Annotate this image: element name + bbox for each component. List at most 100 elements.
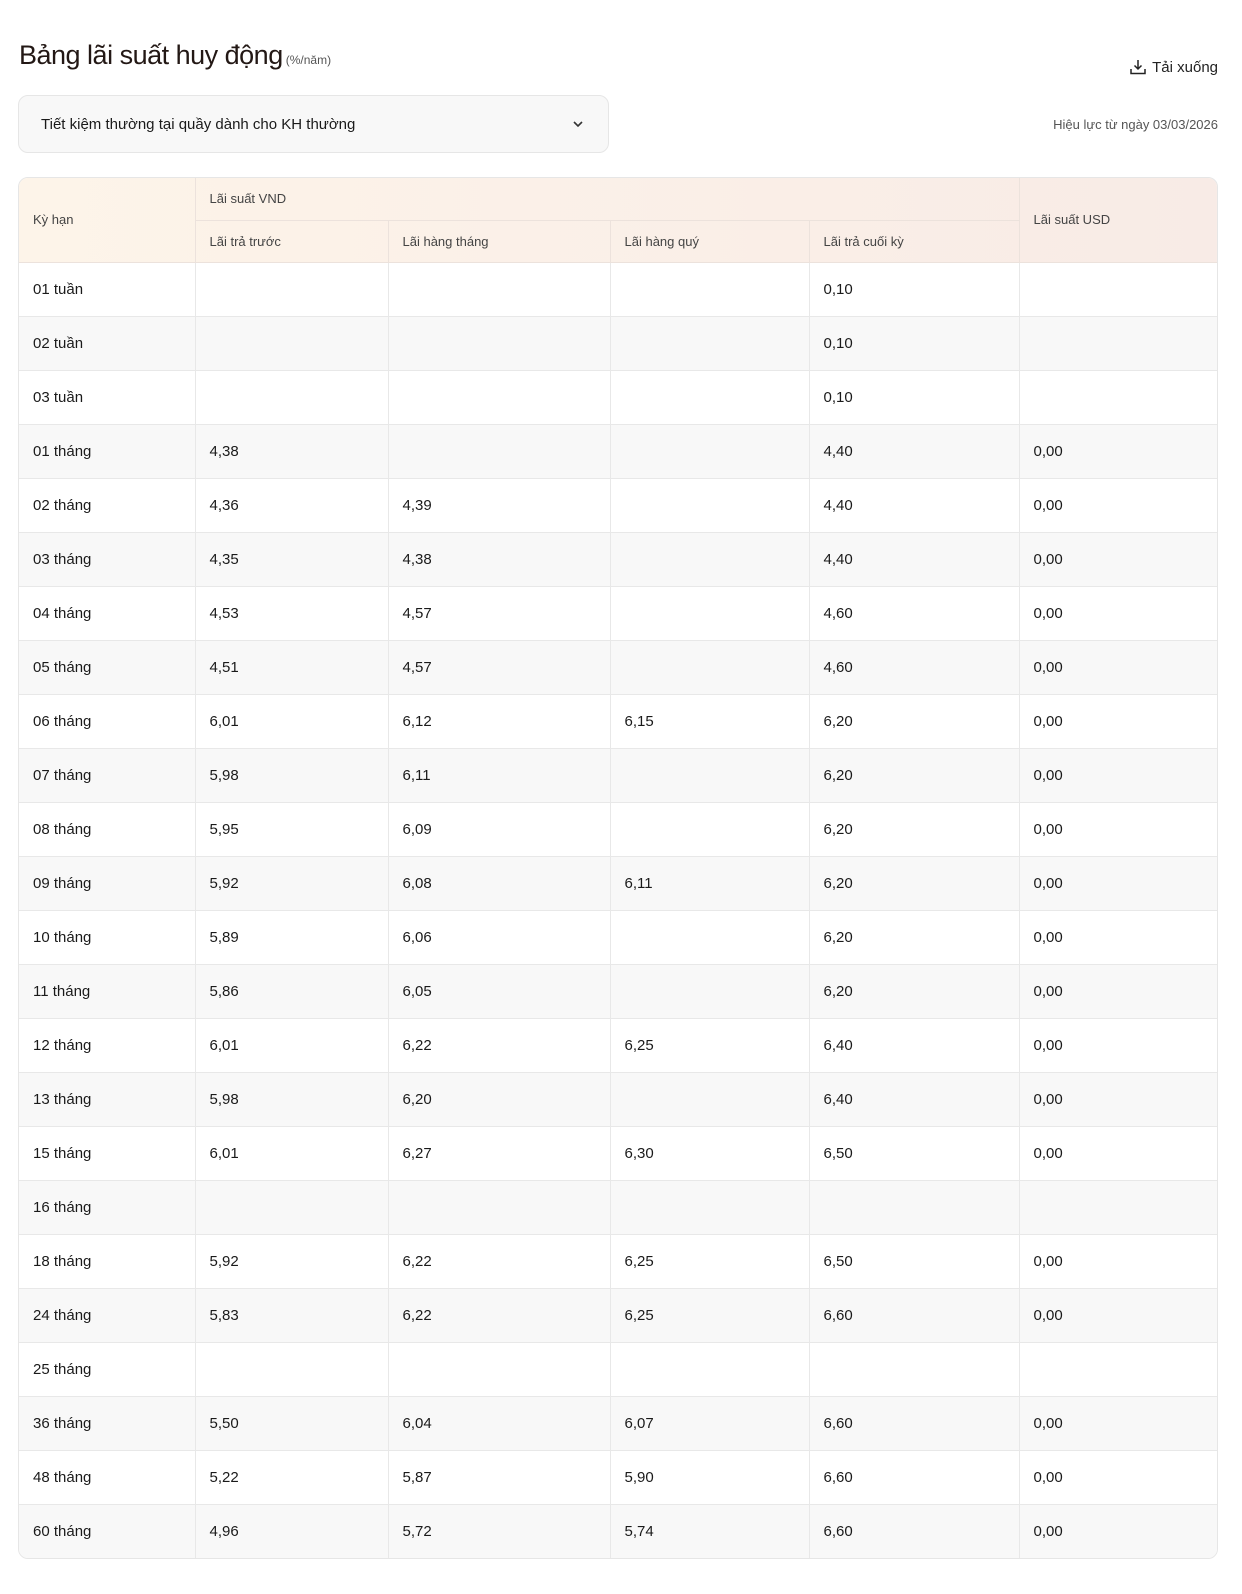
- chevron-down-icon: [573, 121, 583, 128]
- cell-end: 0,10: [808, 369, 1020, 425]
- cell-usd: 0,00: [1018, 909, 1217, 965]
- cell-term: 48 tháng: [19, 1449, 196, 1505]
- cell-term: 09 tháng: [19, 855, 196, 911]
- effective-date: Hiệu lực từ ngày 03/03/2026: [1053, 117, 1218, 132]
- cell-prepaid: 4,96: [194, 1503, 389, 1558]
- cell-prepaid: 5,89: [194, 909, 389, 965]
- cell-quarterly: 6,30: [609, 1125, 810, 1181]
- cell-quarterly: [609, 909, 810, 965]
- cell-term: 02 tuần: [19, 315, 196, 371]
- table-row: 18 tháng 5,92 6,22 6,25 6,50 0,00: [19, 1233, 1217, 1289]
- cell-monthly: [387, 423, 611, 479]
- cell-term: 08 tháng: [19, 801, 196, 857]
- cell-end: [808, 1179, 1020, 1235]
- cell-term: 18 tháng: [19, 1233, 196, 1289]
- cell-prepaid: 4,36: [194, 477, 389, 533]
- cell-term: 13 tháng: [19, 1071, 196, 1127]
- cell-quarterly: 6,25: [609, 1287, 810, 1343]
- download-button[interactable]: Tải xuống: [1129, 58, 1218, 76]
- cell-prepaid: 5,86: [194, 963, 389, 1019]
- product-select-value: Tiết kiệm thường tại quầy dành cho KH th…: [41, 115, 356, 133]
- cell-monthly: 6,12: [387, 693, 611, 749]
- cell-monthly: 6,04: [387, 1395, 611, 1451]
- cell-quarterly: [609, 261, 810, 317]
- cell-monthly: 6,05: [387, 963, 611, 1019]
- cell-prepaid: [194, 1179, 389, 1235]
- cell-usd: 0,00: [1018, 1233, 1217, 1289]
- product-select[interactable]: Tiết kiệm thường tại quầy dành cho KH th…: [18, 95, 609, 153]
- cell-quarterly: [609, 369, 810, 425]
- cell-monthly: 6,09: [387, 801, 611, 857]
- header-quarterly: Lãi hàng quý: [609, 220, 810, 263]
- cell-end: 6,60: [808, 1503, 1020, 1558]
- cell-prepaid: [194, 369, 389, 425]
- cell-prepaid: 4,51: [194, 639, 389, 695]
- cell-usd: 0,00: [1018, 1287, 1217, 1343]
- cell-term: 12 tháng: [19, 1017, 196, 1073]
- cell-usd: 0,00: [1018, 1503, 1217, 1558]
- cell-prepaid: 6,01: [194, 1125, 389, 1181]
- download-icon: [1130, 60, 1146, 75]
- cell-term: 36 tháng: [19, 1395, 196, 1451]
- table-row: 12 tháng 6,01 6,22 6,25 6,40 0,00: [19, 1017, 1217, 1073]
- cell-prepaid: 4,53: [194, 585, 389, 641]
- cell-usd: [1018, 1179, 1217, 1235]
- cell-usd: [1018, 369, 1217, 425]
- cell-usd: 0,00: [1018, 1125, 1217, 1181]
- table-row: 02 tháng 4,36 4,39 4,40 0,00: [19, 477, 1217, 533]
- cell-quarterly: [609, 1341, 810, 1397]
- cell-term: 01 tháng: [19, 423, 196, 479]
- cell-term: 24 tháng: [19, 1287, 196, 1343]
- table-row: 09 tháng 5,92 6,08 6,11 6,20 0,00: [19, 855, 1217, 911]
- cell-usd: 0,00: [1018, 963, 1217, 1019]
- cell-end: 6,40: [808, 1017, 1020, 1073]
- cell-term: 25 tháng: [19, 1341, 196, 1397]
- unit-label: (%/năm): [285, 53, 332, 67]
- cell-usd: 0,00: [1018, 801, 1217, 857]
- cell-monthly: [387, 1341, 611, 1397]
- cell-end: [808, 1341, 1020, 1397]
- cell-usd: 0,00: [1018, 1071, 1217, 1127]
- cell-end: 0,10: [808, 261, 1020, 317]
- table-row: 24 tháng 5,83 6,22 6,25 6,60 0,00: [19, 1287, 1217, 1343]
- cell-quarterly: 6,07: [609, 1395, 810, 1451]
- cell-prepaid: 6,01: [194, 693, 389, 749]
- cell-end: 6,50: [808, 1125, 1020, 1181]
- cell-quarterly: [609, 531, 810, 587]
- cell-usd: 0,00: [1018, 1017, 1217, 1073]
- title-text: Bảng lãi suất huy động: [19, 40, 283, 70]
- cell-term: 15 tháng: [19, 1125, 196, 1181]
- cell-monthly: [387, 369, 611, 425]
- cell-quarterly: 6,25: [609, 1017, 810, 1073]
- cell-term: 07 tháng: [19, 747, 196, 803]
- cell-quarterly: [609, 1071, 810, 1127]
- table-row: 11 tháng 5,86 6,05 6,20 0,00: [19, 963, 1217, 1019]
- cell-term: 05 tháng: [19, 639, 196, 695]
- cell-quarterly: [609, 639, 810, 695]
- cell-end: 6,60: [808, 1449, 1020, 1505]
- cell-end: 6,60: [808, 1287, 1020, 1343]
- cell-monthly: 6,06: [387, 909, 611, 965]
- cell-quarterly: 6,11: [609, 855, 810, 911]
- cell-monthly: 6,22: [387, 1287, 611, 1343]
- cell-monthly: 4,57: [387, 585, 611, 641]
- cell-monthly: 4,57: [387, 639, 611, 695]
- cell-usd: 0,00: [1018, 423, 1217, 479]
- rate-table: Kỳ hạn Lãi suất VND Lãi suất USD Lãi trả…: [18, 177, 1218, 1559]
- cell-prepaid: 5,95: [194, 801, 389, 857]
- cell-quarterly: [609, 585, 810, 641]
- cell-term: 02 tháng: [19, 477, 196, 533]
- cell-prepaid: 5,92: [194, 1233, 389, 1289]
- cell-monthly: 5,72: [387, 1503, 611, 1558]
- cell-prepaid: 4,38: [194, 423, 389, 479]
- table-row: 02 tuần 0,10: [19, 315, 1217, 371]
- table-row: 08 tháng 5,95 6,09 6,20 0,00: [19, 801, 1217, 857]
- cell-usd: [1018, 1341, 1217, 1397]
- download-label: Tải xuống: [1152, 58, 1218, 76]
- cell-end: 6,20: [808, 909, 1020, 965]
- cell-monthly: 6,08: [387, 855, 611, 911]
- table-row: 07 tháng 5,98 6,11 6,20 0,00: [19, 747, 1217, 803]
- cell-end: 4,40: [808, 477, 1020, 533]
- cell-quarterly: [609, 801, 810, 857]
- cell-prepaid: [194, 261, 389, 317]
